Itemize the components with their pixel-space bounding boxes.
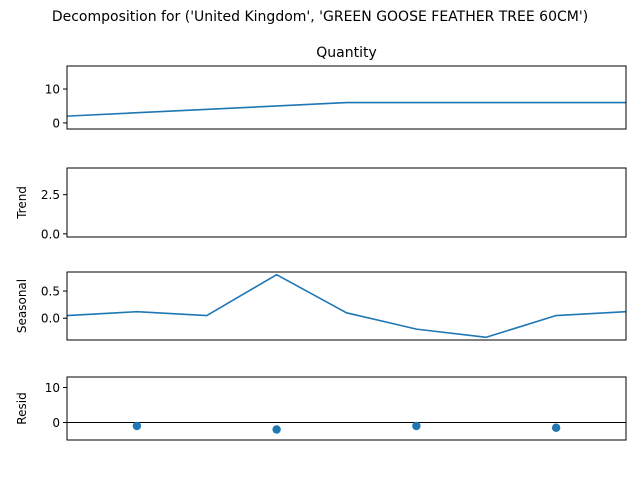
resid-point bbox=[272, 425, 281, 434]
observed-line bbox=[67, 101, 626, 117]
axes-frame bbox=[66, 65, 627, 130]
y-tick-label: 0.5 bbox=[41, 285, 60, 299]
resid-point bbox=[0, 427, 1, 435]
axes-frame bbox=[66, 167, 627, 238]
y-axis-label: Resid bbox=[15, 392, 29, 424]
y-tick-label: 0 bbox=[52, 416, 60, 430]
y-tick-label: 0.0 bbox=[41, 227, 60, 241]
panel-title: Quantity bbox=[316, 45, 377, 61]
resid-point bbox=[412, 421, 421, 431]
panel-seasonal: Seasonal0.00.52011-012011-032011-052011-… bbox=[15, 271, 627, 341]
y-tick-label: 10 bbox=[45, 83, 60, 97]
series-observed bbox=[67, 101, 626, 117]
axes-frame bbox=[66, 271, 627, 341]
resid-point bbox=[551, 423, 561, 432]
series-resid bbox=[0, 421, 626, 435]
panel-observed: Quantity0102011-012011-032011-052011-072… bbox=[45, 45, 627, 130]
panel-trend: Trend0.02.52011-012011-032011-052011-072… bbox=[15, 167, 627, 241]
series-seasonal bbox=[67, 273, 626, 339]
y-axis-label: Trend bbox=[15, 186, 29, 220]
figure-title: Decomposition for ('United Kingdom', 'GR… bbox=[52, 9, 588, 25]
seasonal-line bbox=[67, 273, 626, 339]
axes-frame bbox=[66, 376, 627, 441]
panel-resid: Resid0102011-012011-032011-052011-072011… bbox=[0, 376, 627, 441]
y-axis-label: Seasonal bbox=[15, 279, 29, 333]
resid-point bbox=[132, 421, 142, 431]
y-tick-label: 0 bbox=[52, 116, 60, 130]
y-tick-label: 0.0 bbox=[41, 312, 60, 326]
y-tick-label: 2.5 bbox=[41, 188, 60, 202]
y-tick-label: 10 bbox=[45, 381, 60, 395]
